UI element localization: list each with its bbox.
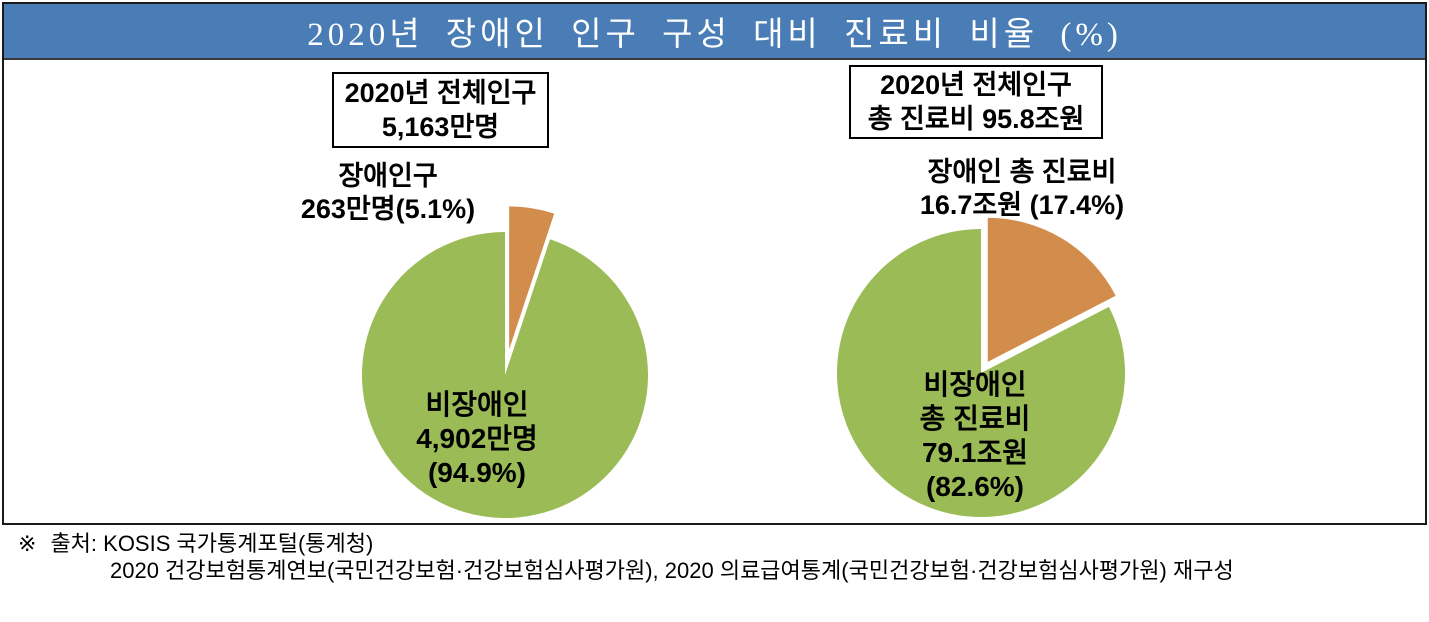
nondisabled-slice [836, 229, 1125, 517]
source-line-1: ※ 출처: KOSIS 국가통계포털(통계청) [18, 530, 1234, 557]
chart-title-bar: 2020년 장애인 인구 구성 대비 진료비 비율 (%) [4, 4, 1425, 60]
nondisabled-expense-label-line1: 비장애인 [923, 369, 1027, 400]
population-total-line1: 2020년 전체인구 [344, 78, 537, 108]
nondisabled-slice [361, 232, 648, 518]
nondisabled-expense-label-line3: 79.1조원 [921, 437, 1029, 468]
chart-body: 2020년 전체인구 5,163만명 장애인구 263만명(5.1%) 비장애인… [4, 60, 1425, 523]
nondisabled-population-label-line3: (94.9%) [427, 457, 527, 488]
disabled-expense-callout: 장애인 총 진료비 16.7조원 (17.4%) [862, 156, 1182, 222]
chart-title: 2020년 장애인 인구 구성 대비 진료비 비율 (%) [307, 17, 1122, 53]
nondisabled-population-label-line1: 비장애인 [425, 389, 529, 420]
source-footer: ※ 출처: KOSIS 국가통계포털(통계청) 2020 건강보험통계연보(국민… [18, 530, 1234, 584]
disabled-slice [987, 217, 1116, 362]
population-total-box: 2020년 전체인구 5,163만명 [332, 72, 549, 148]
disabled-slice [509, 206, 555, 350]
chart-frame: 2020년 장애인 인구 구성 대비 진료비 비율 (%) 2020년 전체인구… [2, 2, 1427, 525]
expense-total-box: 2020년 전체인구 총 진료비 95.8조원 [849, 65, 1103, 139]
source-line-1-text: 출처: KOSIS 국가통계포털(통계청) [50, 531, 374, 556]
disabled-expense-callout-line2: 16.7조원 (17.4%) [919, 190, 1125, 220]
disabled-population-callout: 장애인구 263만명(5.1%) [258, 160, 518, 226]
nondisabled-expense-label: 비장애인 총 진료비 79.1조원 (82.6%) [855, 368, 1095, 504]
nondisabled-population-label: 비장애인 4,902만명 (94.9%) [357, 388, 597, 490]
expense-total-line2: 총 진료비 95.8조원 [867, 104, 1085, 134]
population-total-line2: 5,163만명 [381, 112, 500, 142]
reference-mark: ※ [18, 531, 37, 556]
nondisabled-expense-label-line2: 총 진료비 [919, 403, 1031, 434]
source-line-2: 2020 건강보험통계연보(국민건강보험·건강보험심사평가원), 2020 의료… [110, 558, 1234, 583]
expense-total-line1: 2020년 전체인구 [880, 70, 1072, 100]
population-pie-chart [361, 206, 648, 518]
nondisabled-population-label-line2: 4,902만명 [416, 423, 538, 454]
expense-pie-chart [836, 217, 1125, 517]
nondisabled-expense-label-line4: (82.6%) [925, 471, 1025, 502]
disabled-population-callout-line2: 263만명(5.1%) [300, 194, 476, 224]
disabled-expense-callout-line1: 장애인 총 진료비 [927, 157, 1117, 187]
disabled-population-callout-line1: 장애인구 [338, 161, 438, 191]
